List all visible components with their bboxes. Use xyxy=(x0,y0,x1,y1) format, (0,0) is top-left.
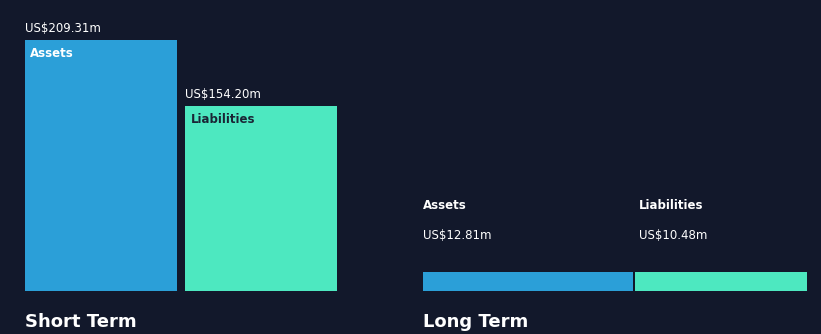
Text: Assets: Assets xyxy=(423,199,466,212)
Text: US$209.31m: US$209.31m xyxy=(25,22,100,35)
Text: US$10.48m: US$10.48m xyxy=(640,229,708,242)
Text: Liabilities: Liabilities xyxy=(190,113,255,126)
Bar xyxy=(423,272,633,291)
Bar xyxy=(25,40,177,291)
Bar xyxy=(635,272,807,291)
Text: Long Term: Long Term xyxy=(423,313,528,331)
Bar xyxy=(185,106,337,291)
Text: US$154.20m: US$154.20m xyxy=(185,88,260,101)
Text: US$12.81m: US$12.81m xyxy=(423,229,491,242)
Text: Liabilities: Liabilities xyxy=(640,199,704,212)
Text: Assets: Assets xyxy=(30,47,74,60)
Text: Short Term: Short Term xyxy=(25,313,136,331)
